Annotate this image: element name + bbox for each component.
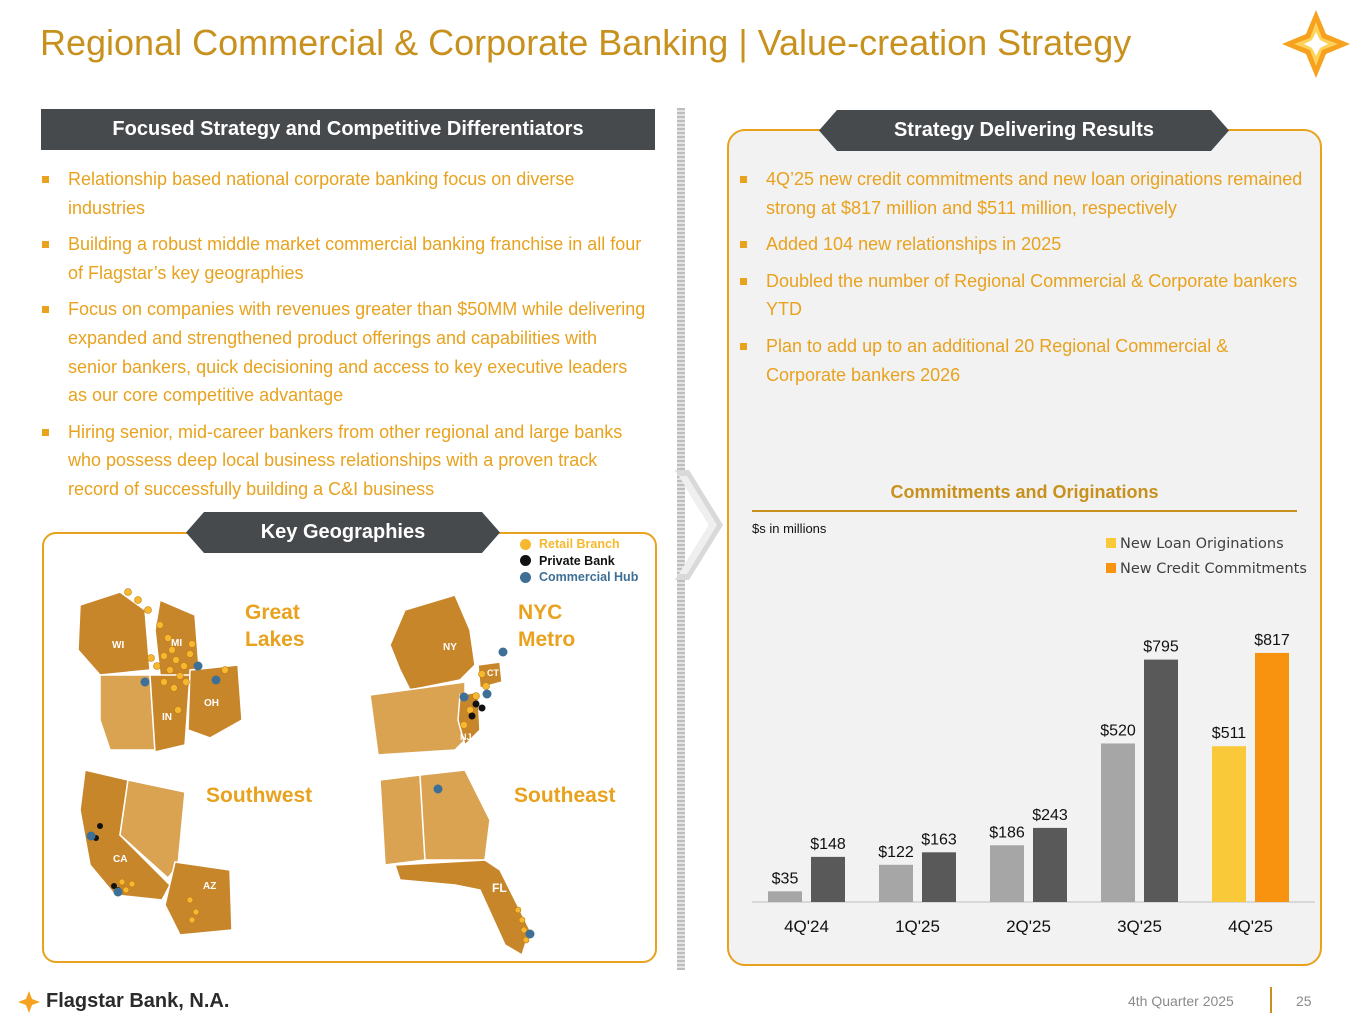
southwest-branches (118, 878, 200, 924)
bar-commitments (1144, 659, 1178, 902)
data-label: $520 (1100, 722, 1136, 739)
x-tick-label: 4Q'25 (1228, 917, 1273, 936)
commercial-hub-marker (193, 661, 203, 671)
commercial-hub-marker (113, 887, 123, 897)
legend-private-bank: Private Bank (520, 553, 638, 570)
strategy-bullet: Relationship based national corporate ba… (40, 165, 650, 222)
southeast-branches (514, 906, 530, 944)
data-label: $35 (772, 870, 799, 887)
commitments-chart: $35 $148 4Q'24 $122 $163 1Q'25 $186 $243 2Q'25 $5… (752, 536, 1315, 936)
commercial-hub-marker (140, 677, 150, 687)
region-southeast: Southeast (514, 784, 616, 807)
commercial-hub-marker (433, 784, 443, 794)
results-bullet: Doubled the number of Regional Commercia… (738, 267, 1308, 324)
nyc-metro-map: NY CT NJ (369, 594, 503, 756)
data-label: $243 (1032, 807, 1068, 824)
strategy-header: Focused Strategy and Competitive Differe… (41, 109, 655, 150)
flagstar-logo-icon (1282, 10, 1350, 78)
state-label-in: IN (162, 712, 172, 723)
results-header: Strategy Delivering Results (819, 110, 1229, 151)
state-label-ny: NY (443, 642, 457, 653)
state-label-ca: CA (113, 854, 127, 865)
geographies-map: WI MI IN OH NY CT NJ CA AZ (77, 588, 535, 955)
legend-swatch (1106, 563, 1116, 573)
page-number: 25 (1296, 993, 1312, 1009)
strategy-bullet: Focus on companies with revenues greater… (40, 295, 650, 409)
chart-title: Commitments and Originations (890, 482, 1159, 502)
results-bullet: Plan to add up to an additional 20 Regio… (738, 332, 1308, 389)
commercial-hub-marker (498, 647, 508, 657)
data-label: $122 (878, 844, 914, 861)
bar-originations (879, 864, 913, 902)
chart-title-rule (752, 510, 1297, 512)
data-label: $817 (1254, 632, 1290, 649)
page-title: Regional Commercial & Corporate Banking … (40, 22, 1132, 63)
data-label: $511 (1212, 725, 1247, 742)
region-great-lakes: Great Lakes (245, 601, 305, 651)
commercial-hub-marker (86, 831, 96, 841)
x-tick-label: 1Q'25 (895, 917, 940, 936)
strategy-bullet: Building a robust middle market commerci… (40, 230, 650, 287)
strategy-bullet: Hiring senior, mid-career bankers from o… (40, 418, 650, 504)
southeast-map: FL (379, 769, 531, 955)
bar-originations (1101, 743, 1135, 902)
state-label-wi: WI (112, 640, 124, 651)
great-lakes-map: WI MI IN OH (77, 591, 243, 753)
results-bullet: 4Q’25 new credit commitments and new loa… (738, 165, 1308, 222)
results-bullet: Added 104 new relationships in 2025 (738, 230, 1308, 259)
data-label: $148 (810, 836, 846, 853)
private-bank-markers (468, 700, 486, 720)
bar-commitments (1255, 652, 1289, 902)
legend-retail-branch: Retail Branch (520, 536, 638, 553)
results-bullet-list: 4Q’25 new credit commitments and new loa… (738, 165, 1308, 397)
state-label-ct: CT (487, 668, 499, 678)
legend-swatch (1106, 538, 1116, 548)
bar-originations (768, 891, 802, 902)
footer-separator (1270, 987, 1272, 1013)
commercial-hub-marker (459, 692, 469, 702)
legend-label: New Loan Originations (1120, 536, 1284, 552)
footer-brand: Flagstar Bank, N.A. (46, 990, 230, 1012)
bar-commitments (1033, 827, 1067, 902)
chevron-right-icon (675, 470, 723, 580)
chart-units-label: $s in millions (752, 521, 827, 536)
flagstar-star-icon (18, 990, 40, 1013)
map-legend: Retail Branch Private Bank Commercial Hu… (520, 536, 638, 586)
data-label: $163 (921, 831, 957, 848)
x-tick-label: 3Q'25 (1117, 917, 1162, 936)
geographies-header: Key Geographies (186, 512, 500, 553)
strategy-bullet-list: Relationship based national corporate ba… (40, 165, 650, 512)
region-nyc-metro: NYC Metro (518, 601, 576, 651)
section-divider (677, 108, 685, 970)
footer-period: 4th Quarter 2025 (1128, 993, 1234, 1009)
commercial-hub-marker (525, 929, 535, 939)
region-southwest: Southwest (206, 784, 313, 807)
bar-commitments (811, 856, 845, 902)
retail-branch-dot-icon (520, 538, 531, 550)
legend-label: New Credit Commitments (1120, 561, 1307, 577)
state-label-oh: OH (204, 698, 219, 709)
legend-commercial-hub: Commercial Hub (520, 569, 638, 586)
commercial-hub-marker (211, 675, 221, 685)
southwest-map: CA AZ (79, 769, 233, 936)
private-bank-dot-icon (520, 555, 531, 567)
state-label-az: AZ (203, 881, 216, 892)
state-label-fl: FL (492, 881, 507, 895)
commercial-hub-dot-icon (520, 571, 531, 583)
bar-originations (990, 845, 1024, 902)
footer-logo: Flagstar Bank, N.A. (18, 990, 229, 1013)
state-label-nj: NJ (460, 732, 472, 742)
commercial-hub-marker (482, 689, 492, 699)
bar-originations (1212, 746, 1246, 902)
data-label: $186 (989, 824, 1025, 841)
x-tick-label: 2Q'25 (1006, 917, 1051, 936)
great-lakes-branches (124, 588, 229, 714)
data-label: $795 (1143, 639, 1179, 656)
bar-commitments (922, 852, 956, 902)
state-label-mi: MI (171, 638, 182, 649)
x-tick-label: 4Q'24 (784, 917, 829, 936)
